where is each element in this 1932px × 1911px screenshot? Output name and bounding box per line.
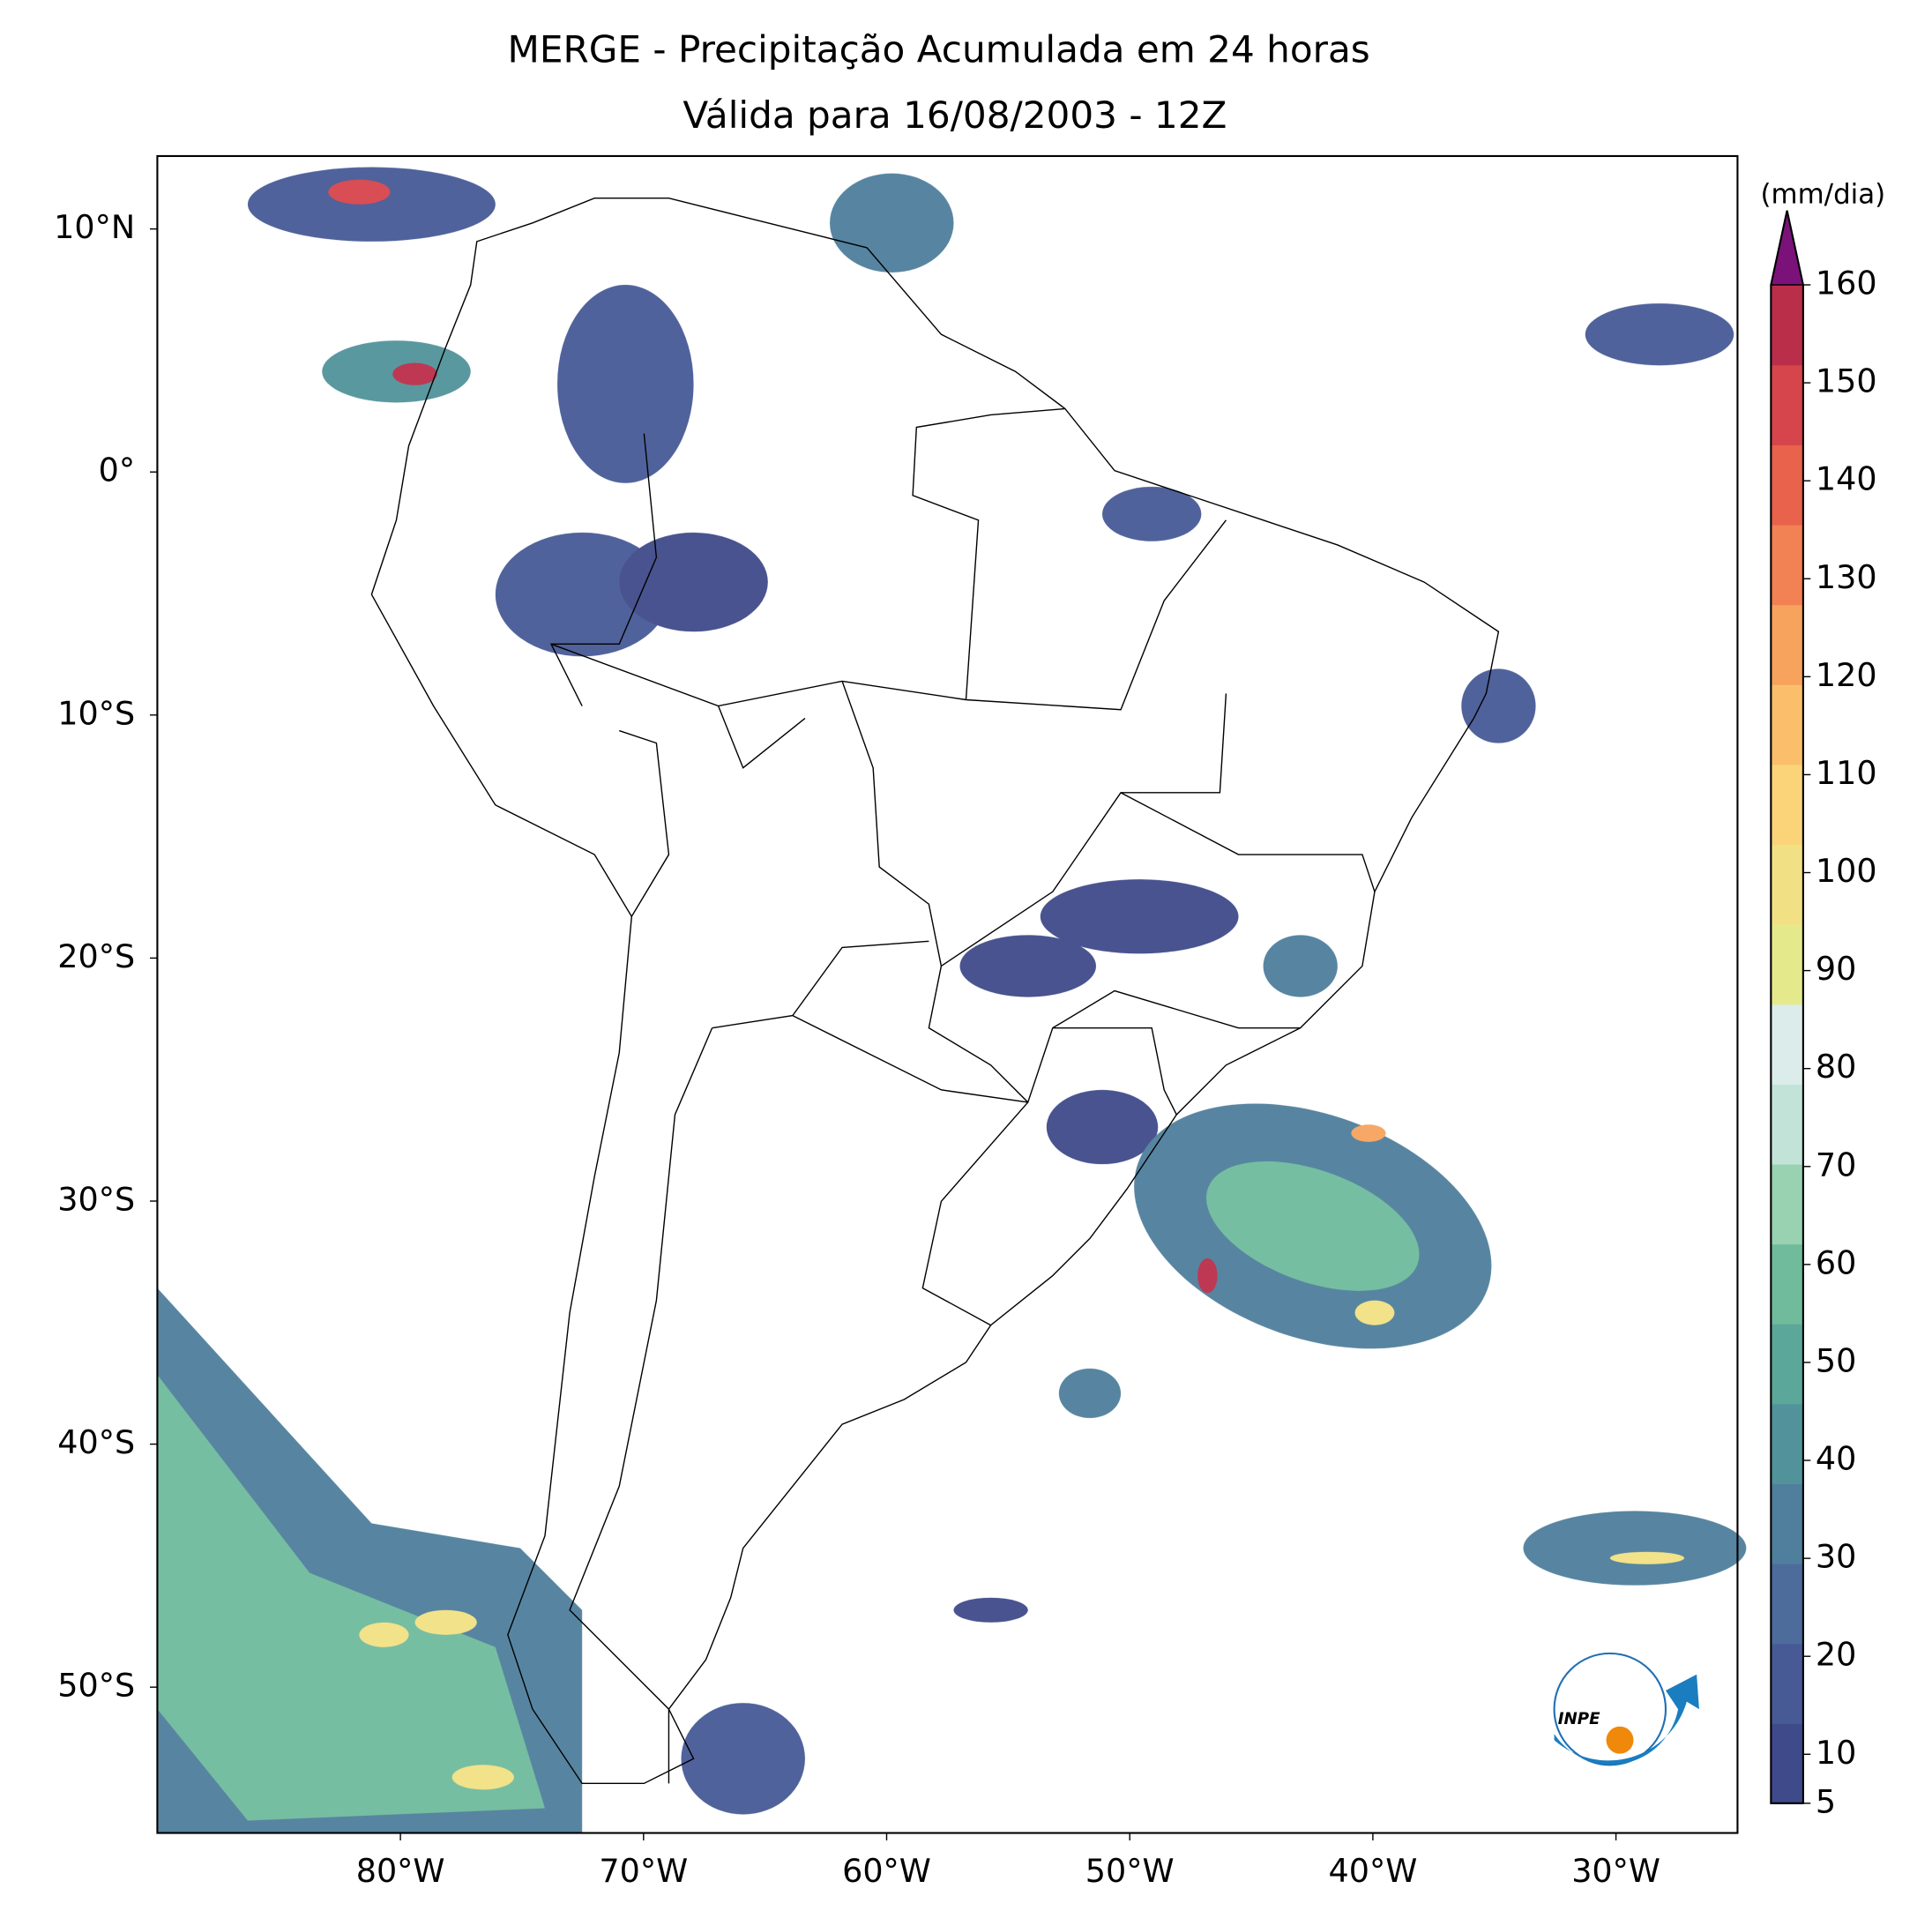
colorbar-band <box>1771 285 1803 366</box>
colorbar-tick-label: 10 <box>1816 1734 1856 1772</box>
x-tick-label: 80°W <box>356 1852 445 1890</box>
y-tick-label: 0° <box>99 452 135 489</box>
colorbar-tick-label: 90 <box>1816 950 1856 988</box>
colorbar-band <box>1771 764 1803 846</box>
inpe-logo: INPE <box>1553 1652 1699 1766</box>
colorbar-tick-label: 140 <box>1816 460 1877 498</box>
colorbar-band <box>1771 684 1803 765</box>
logo-text: INPE <box>1558 1710 1600 1728</box>
colorbar-tick-label: 160 <box>1816 265 1877 302</box>
colorbar-band <box>1771 1643 1803 1724</box>
colorbar-band <box>1771 1243 1803 1325</box>
colorbar-tick-label: 100 <box>1816 852 1877 890</box>
colorbar-band <box>1771 444 1803 526</box>
colorbar-tick-label: 60 <box>1816 1243 1856 1281</box>
colorbar-tick-label: 5 <box>1816 1782 1836 1820</box>
colorbar-tick-label: 110 <box>1816 754 1877 792</box>
colorbar-band <box>1771 1004 1803 1085</box>
colorbar-band <box>1771 1403 1803 1485</box>
colorbar-tick-label: 70 <box>1816 1146 1856 1183</box>
map-frame <box>156 154 1739 1834</box>
x-tick-label: 70°W <box>599 1852 688 1890</box>
colorbar-band <box>1771 1723 1803 1804</box>
colorbar-label: (mm/dia) <box>1760 178 1885 210</box>
borders <box>549 407 1376 1784</box>
x-tick-label: 60°W <box>842 1852 931 1890</box>
y-tick-label: 20°S <box>57 937 135 975</box>
y-tick-label: 10°S <box>57 694 135 732</box>
precipitation-field <box>157 167 1747 1833</box>
colorbar-tick-label: 150 <box>1816 362 1877 400</box>
colorbar-band <box>1771 524 1803 606</box>
colorbar-band <box>1771 1483 1803 1564</box>
colorbar-band <box>1771 364 1803 445</box>
colorbar-band <box>1771 1084 1803 1165</box>
y-tick-label: 40°S <box>57 1423 135 1461</box>
colorbar-band <box>1771 923 1803 1005</box>
colorbar-tick-label: 50 <box>1816 1341 1856 1379</box>
colorbar-tick-label: 40 <box>1816 1440 1856 1478</box>
title: MERGE - Precipitação Acumulada em 24 hor… <box>507 27 1369 71</box>
colorbar-tick-label: 20 <box>1816 1636 1856 1674</box>
colorbar-band <box>1771 1324 1803 1405</box>
x-tick-label: 30°W <box>1571 1852 1660 1890</box>
colorbar-band <box>1771 604 1803 685</box>
colorbar-tick-label: 80 <box>1816 1048 1856 1086</box>
colorbar-band <box>1771 844 1803 925</box>
x-tick-label: 50°W <box>1085 1852 1175 1890</box>
y-tick-label: 10°N <box>54 208 135 246</box>
colorbar-tick-label: 130 <box>1816 558 1877 596</box>
colorbar-tick-label: 120 <box>1816 656 1877 694</box>
colorbar-band <box>1771 1563 1803 1645</box>
colorbar-band <box>1771 1163 1803 1245</box>
y-tick-label: 50°S <box>57 1667 135 1705</box>
colorbar-tick-label: 30 <box>1816 1538 1856 1576</box>
x-tick-label: 40°W <box>1329 1852 1418 1890</box>
coastline <box>370 198 1500 1785</box>
subtitle: Válida para 16/08/2003 - 12Z <box>683 93 1227 137</box>
colorbar-extension <box>1770 210 1804 286</box>
colorbar-frame <box>1770 210 1804 1804</box>
y-tick-label: 30°S <box>57 1180 135 1218</box>
